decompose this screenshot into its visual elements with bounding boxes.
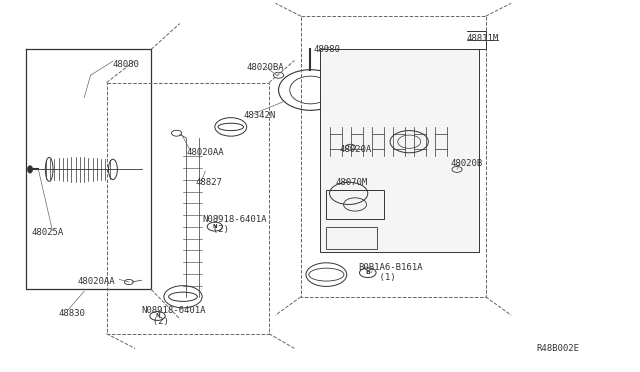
Text: 48020A: 48020A <box>339 145 371 154</box>
Text: 48830: 48830 <box>59 309 86 318</box>
Text: 48020B: 48020B <box>451 159 483 169</box>
Text: N: N <box>212 224 217 229</box>
FancyBboxPatch shape <box>320 49 479 253</box>
Text: 48020BA: 48020BA <box>246 63 284 72</box>
Text: 48020AA: 48020AA <box>186 148 224 157</box>
Ellipse shape <box>28 166 33 173</box>
Text: B: B <box>365 270 370 275</box>
Text: N: N <box>155 314 160 318</box>
Text: 48342N: 48342N <box>244 111 276 121</box>
Text: 48827: 48827 <box>196 178 223 187</box>
Text: N08918-6401A
  (2): N08918-6401A (2) <box>141 306 206 326</box>
Text: 48070M: 48070M <box>336 178 368 187</box>
Text: 48020AA: 48020AA <box>78 278 115 286</box>
Text: R48B002E: R48B002E <box>537 344 580 353</box>
Text: 48811M: 48811M <box>467 34 499 43</box>
Text: 48980: 48980 <box>314 45 340 54</box>
Text: 48080: 48080 <box>113 60 140 69</box>
Text: N08918-6401A
  (2): N08918-6401A (2) <box>202 215 267 234</box>
Text: 48025A: 48025A <box>32 228 64 237</box>
Text: B0B1A6-B161A
    (1): B0B1A6-B161A (1) <box>358 263 423 282</box>
